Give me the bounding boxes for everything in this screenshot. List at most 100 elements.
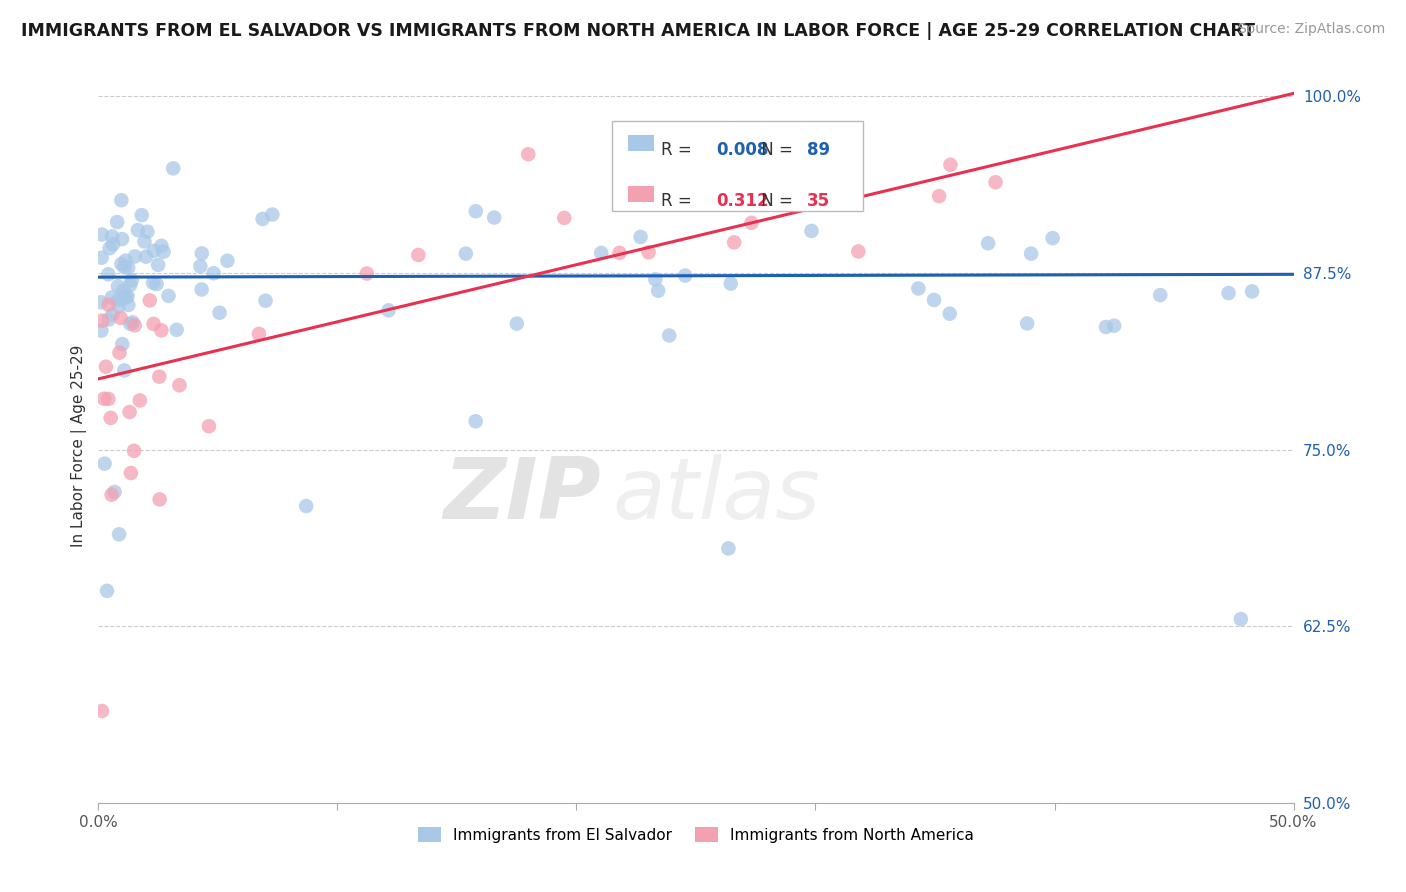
Text: atlas: atlas	[613, 454, 820, 538]
Point	[90, 704, 112, 718]
Point	[124, 249, 146, 263]
Point	[464, 204, 486, 219]
Point	[356, 267, 378, 281]
Point	[101, 308, 124, 322]
Point	[644, 272, 666, 286]
Point	[101, 229, 124, 244]
Point	[97, 392, 120, 406]
Point	[922, 293, 945, 307]
Point	[1241, 285, 1264, 299]
Point	[118, 405, 141, 419]
Point	[120, 277, 142, 292]
Point	[1017, 317, 1039, 331]
Point	[96, 583, 118, 598]
Point	[94, 359, 117, 374]
Point	[377, 303, 399, 318]
Point	[139, 293, 162, 308]
Point	[90, 251, 112, 265]
Point	[262, 208, 284, 222]
Point	[117, 289, 139, 303]
Text: N =: N =	[756, 192, 797, 210]
Point	[145, 277, 167, 292]
Point	[117, 298, 139, 312]
Point	[846, 244, 869, 259]
Point	[108, 345, 131, 359]
Point	[105, 215, 128, 229]
Point	[108, 527, 131, 541]
Point	[152, 244, 174, 259]
Point	[647, 284, 669, 298]
Point	[166, 323, 188, 337]
Point	[977, 236, 1000, 251]
Point	[1218, 286, 1240, 301]
Point	[124, 318, 146, 333]
Point	[120, 466, 142, 480]
Point	[100, 410, 122, 425]
Point	[247, 326, 270, 341]
Point	[408, 248, 430, 262]
Point	[135, 250, 157, 264]
Point	[1149, 288, 1171, 302]
Point	[148, 369, 170, 384]
Point	[295, 499, 318, 513]
Point	[110, 310, 132, 325]
Point	[107, 279, 129, 293]
Point	[188, 259, 211, 273]
Point	[938, 307, 960, 321]
Text: R =: R =	[661, 141, 697, 159]
Text: 89: 89	[807, 141, 830, 159]
Point	[720, 277, 742, 291]
Point	[142, 317, 165, 331]
Point	[717, 541, 740, 556]
Point	[208, 306, 231, 320]
Point	[128, 393, 150, 408]
Text: R =: R =	[661, 192, 697, 210]
Point	[191, 246, 214, 260]
Point	[1095, 320, 1118, 334]
Point	[162, 161, 184, 176]
Point	[150, 239, 173, 253]
Y-axis label: In Labor Force | Age 25-29: In Labor Force | Age 25-29	[72, 345, 87, 547]
Point	[142, 276, 165, 290]
Point	[150, 323, 173, 337]
Point	[122, 443, 145, 458]
Point	[202, 266, 225, 280]
Point	[464, 414, 486, 428]
Point	[93, 457, 115, 471]
Point	[723, 235, 745, 250]
Point	[112, 363, 135, 377]
Point	[190, 283, 212, 297]
Point	[127, 223, 149, 237]
Point	[114, 253, 136, 268]
Point	[740, 216, 762, 230]
Point	[117, 260, 139, 275]
Point	[142, 244, 165, 258]
Point	[454, 246, 477, 260]
Point	[101, 237, 124, 252]
Point	[146, 258, 169, 272]
Point	[907, 281, 929, 295]
Point	[107, 293, 129, 307]
Legend: Immigrants from El Salvador, Immigrants from North America: Immigrants from El Salvador, Immigrants …	[412, 821, 980, 848]
Point	[198, 419, 221, 434]
Point	[169, 378, 191, 392]
Text: 35: 35	[807, 192, 830, 210]
Point	[1230, 612, 1253, 626]
Point	[97, 298, 120, 312]
Point	[110, 257, 132, 271]
Point	[90, 295, 112, 310]
Point	[97, 312, 120, 326]
Point	[120, 317, 142, 331]
Point	[149, 492, 172, 507]
Point	[984, 175, 1007, 189]
Point	[131, 208, 153, 222]
Point	[673, 268, 696, 283]
Point	[1042, 231, 1064, 245]
Point	[136, 225, 159, 239]
Point	[107, 300, 129, 314]
Point	[112, 284, 135, 298]
Point	[121, 273, 143, 287]
Point	[484, 211, 506, 225]
Point	[90, 227, 112, 242]
Text: 0.312: 0.312	[716, 192, 769, 210]
